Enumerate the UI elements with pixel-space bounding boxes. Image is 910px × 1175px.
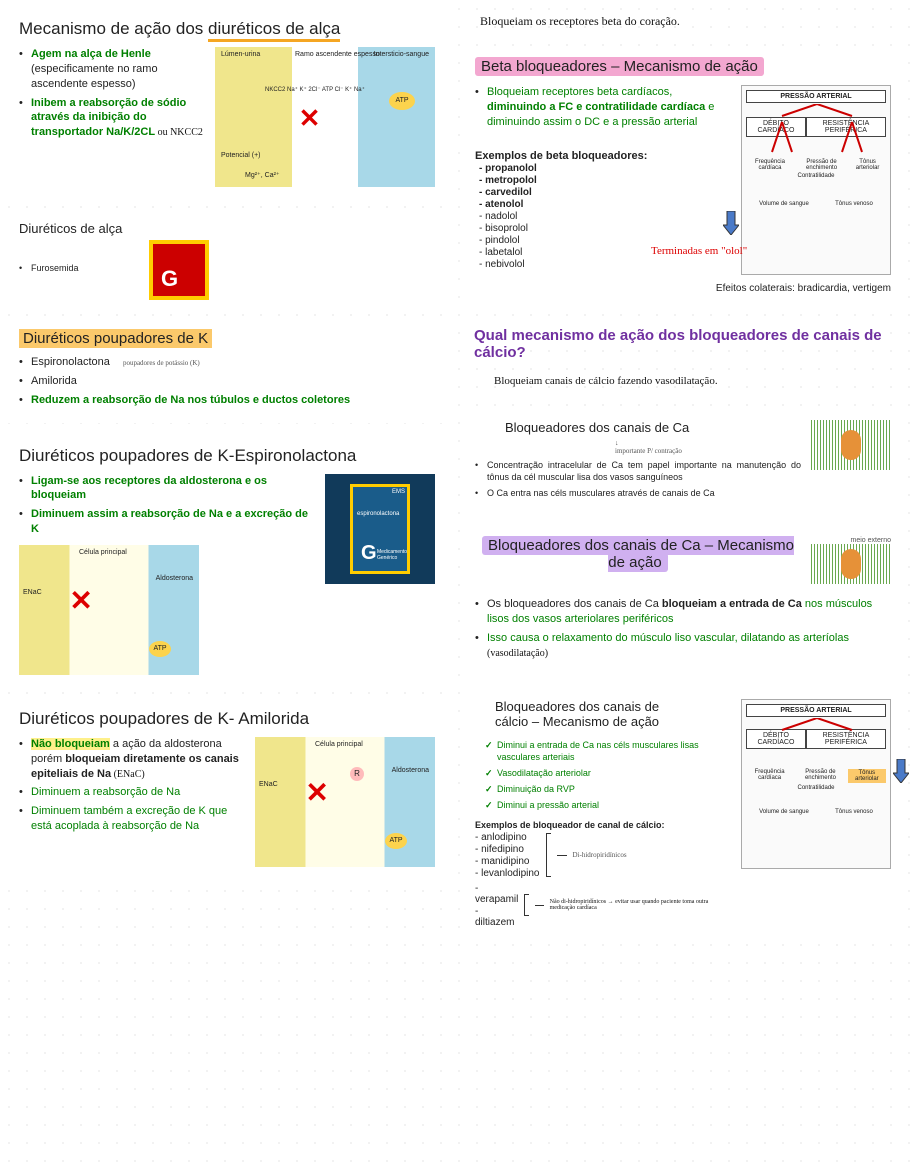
list-item: - atenolol	[479, 199, 731, 210]
slide-title: Diuréticos de alça	[19, 221, 435, 236]
drug-package-icon	[149, 240, 209, 300]
handwritten-note: Di-hidropiridínicos	[573, 851, 627, 859]
list-item: - bisoprolol	[479, 223, 731, 234]
slide-ccb-summary: Bloqueadores dos canais de cálcio – Meca…	[460, 688, 906, 941]
drug-photo: EMS espironolactona Medicamento Genérico	[325, 474, 435, 584]
check-item: Vasodilatação arteriolar	[485, 767, 731, 779]
slide-ccb-intro: Bloqueadores dos canais de Ca ↓important…	[460, 409, 906, 514]
slide-loop-diuretics-examples: Diuréticos de alça Furosemida	[4, 210, 450, 307]
examples-title: Exemplos de bloqueador de canal de cálci…	[475, 820, 731, 830]
bullet: Furosemida	[19, 262, 139, 274]
examples-title: Exemplos de beta bloqueadores:	[475, 150, 731, 162]
list-item: - propanolol	[479, 163, 731, 174]
list-item: - pindolol	[479, 235, 731, 246]
handwritten-note: Bloqueiam os receptores beta do coração.	[460, 8, 906, 35]
bp-diagram: PRESSÃO ARTERIAL DÉBITO CARDÍACO RESISTÊ…	[741, 699, 891, 869]
bullet: Isso causa o relaxamento do músculo liso…	[475, 631, 891, 661]
slide-title: Bloqueadores dos canais de cálcio – Meca…	[495, 699, 695, 729]
down-arrow-icon	[893, 759, 909, 783]
bullet: Agem na alça de Henle (especificamente n…	[19, 47, 205, 92]
bullet: O Ca entra nas céls musculares através d…	[475, 487, 801, 499]
list-item: - carvedilol	[479, 187, 731, 198]
check-item: Diminui a pressão arterial	[485, 799, 731, 811]
bullet: Inibem a reabsorção de sódio através da …	[19, 96, 205, 141]
bullet: Os bloqueadores dos canais de Ca bloquei…	[475, 597, 891, 627]
slide-title: Beta bloqueadores – Mecanismo de ação	[475, 58, 891, 75]
check-item: Diminuição da RVP	[485, 783, 731, 795]
left-column: Mecanismo de ação dos diuréticos de alça…	[4, 8, 450, 941]
bp-diagram: PRESSÃO ARTERIAL DÉBITO CARDÍACO RESISTÊ…	[741, 85, 891, 275]
list-item: - nifedipino	[475, 844, 540, 855]
slide-title: Diuréticos poupadores de K- Amilorida	[19, 709, 435, 729]
list-item: - nebivolol	[479, 259, 731, 270]
slide-amiloride: Diuréticos poupadores de K- Amilorida Nã…	[4, 698, 450, 878]
bullet: Ligam-se aos receptores da aldosterona e…	[19, 474, 315, 504]
bullet: Diminuem assim a reabsorção de Na e a ex…	[19, 507, 315, 537]
membrane-icon: meio externo	[811, 537, 891, 587]
bullet: Não bloqueiam a ação da aldosterona poré…	[19, 737, 245, 782]
list-item: - nadolol	[479, 211, 731, 222]
handwritten-note: Bloqueiam canais de cálcio fazendo vasod…	[494, 375, 892, 387]
bullet: Espironolactona poupadores de potássio (…	[19, 355, 435, 370]
check-item: Diminui a entrada de Ca nas céls muscula…	[485, 739, 731, 763]
slide-ccb-mechanism: Bloqueadores dos canais de Ca – Mecanism…	[460, 526, 906, 675]
bullet: Concentração intracelular de Ca tem pape…	[475, 459, 801, 483]
slide-k-sparing-diuretics: Diuréticos poupadores de K Espironolacto…	[4, 319, 450, 423]
slide-ccb-question: Qual mecanismo de ação dos bloqueadores …	[460, 317, 906, 397]
handwritten-note: Terminadas em "olol"	[651, 245, 747, 257]
list-item: - manidipino	[475, 856, 540, 867]
side-effects: Efeitos colaterais: bradicardia, vertige…	[475, 283, 891, 294]
list-item: - verapamil	[475, 883, 518, 905]
bullet: Bloqueiam receptores beta cardíacos, dim…	[475, 85, 731, 130]
membrane-icon	[811, 420, 891, 470]
handwritten-note: Não di-hidropiridínicos → evitar usar qu…	[550, 899, 731, 911]
bullet: Diminuem a reabsorção de Na	[19, 785, 245, 800]
cell-diagram: Célula principal Aldosterona ENaC ATP	[19, 545, 199, 675]
slide-title: Bloqueadores dos canais de Ca – Mecanism…	[475, 537, 801, 571]
henle-diagram: Lúmen-urina Ramo ascendente espesso Inte…	[215, 47, 435, 187]
cell-diagram: Célula principal Aldosterona ENaC ATP R	[255, 737, 435, 867]
slide-title: Diuréticos poupadores de K-Espironolacto…	[19, 446, 435, 466]
slide-beta-blockers: Beta bloqueadores – Mecanismo de ação Bl…	[460, 47, 906, 305]
slide-title: Mecanismo de ação dos diuréticos de alça	[19, 19, 435, 39]
slide-loop-diuretics-mechanism: Mecanismo de ação dos diuréticos de alça…	[4, 8, 450, 198]
bullet: Reduzem a reabsorção de Na nos túbulos e…	[19, 393, 435, 408]
slide-spironolactone: Diuréticos poupadores de K-Espironolacto…	[4, 435, 450, 686]
list-item: - levanlodipino	[475, 868, 540, 879]
bullet: Amilorida	[19, 374, 435, 389]
down-arrow-icon	[723, 211, 739, 235]
list-item: - anlodipino	[475, 832, 540, 843]
handwritten-note: ↓importante P/ contração	[615, 439, 801, 455]
list-item: - diltiazem	[475, 906, 518, 928]
slide-title: Bloqueadores dos canais de Ca	[505, 420, 801, 435]
bullet: Diminuem também a excreção de K que está…	[19, 804, 245, 834]
right-column: Bloqueiam os receptores beta do coração.…	[460, 8, 906, 941]
list-item: - metropolol	[479, 175, 731, 186]
slide-title: Diuréticos poupadores de K	[19, 330, 435, 347]
slide-title: Qual mecanismo de ação dos bloqueadores …	[474, 327, 892, 361]
